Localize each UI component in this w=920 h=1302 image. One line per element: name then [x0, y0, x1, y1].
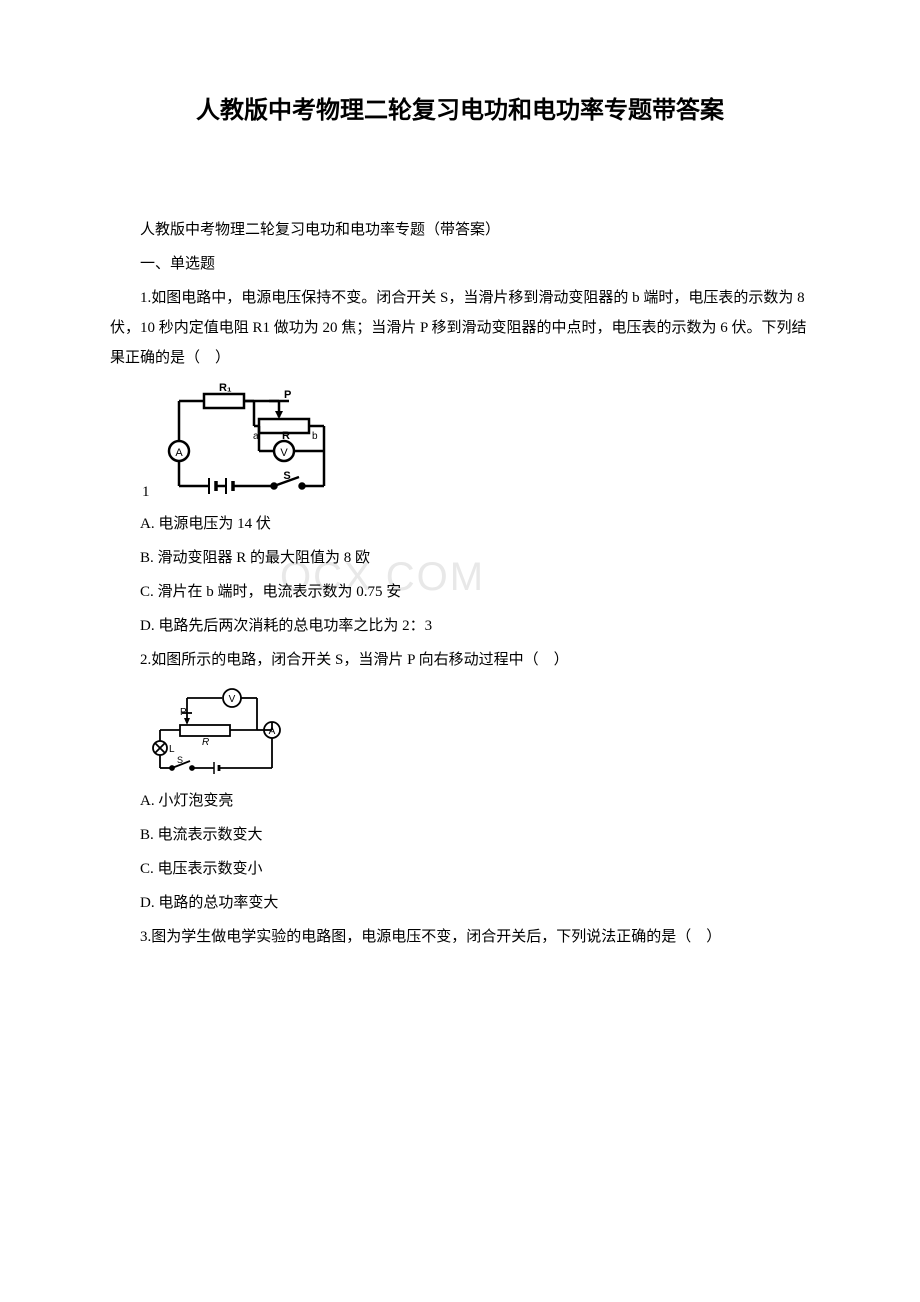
- question2-option-c: C. 电压表示数变小: [110, 854, 810, 884]
- question2-text: 2.如图所示的电路，闭合开关 S，当滑片 P 向右移动过程中（ ）: [110, 645, 810, 675]
- svg-text:L: L: [169, 744, 175, 755]
- page-title: 人教版中考物理二轮复习电功和电功率专题带答案: [110, 90, 810, 125]
- subtitle-text: 人教版中考物理二轮复习电功和电功率专题（带答案）: [110, 215, 810, 245]
- circuit-diagram-1-container: 1 A: [142, 381, 810, 501]
- svg-text:S: S: [177, 755, 183, 765]
- circuit-diagram-1: A S: [154, 381, 339, 501]
- section-heading: 一、单选题: [110, 249, 810, 279]
- question2-option-b: B. 电流表示数变大: [110, 820, 810, 850]
- svg-text:P: P: [284, 389, 291, 401]
- svg-text:R: R: [202, 737, 209, 748]
- question1-option-a: A. 电源电压为 14 伏: [110, 509, 810, 539]
- content-container: 人教版中考物理二轮复习电功和电功率专题带答案 人教版中考物理二轮复习电功和电功率…: [110, 90, 810, 952]
- circuit-1-label: 1: [142, 484, 150, 501]
- svg-text:V: V: [280, 447, 288, 459]
- question1-text: 1.如图电路中，电源电压保持不变。闭合开关 S，当滑片移到滑动变阻器的 b 端时…: [110, 283, 810, 373]
- circuit-diagram-2: V P R L: [142, 683, 292, 778]
- question2-option-a: A. 小灯泡变亮: [110, 786, 810, 816]
- question1-option-b: B. 滑动变阻器 R 的最大阻值为 8 欧: [110, 543, 810, 573]
- circuit-diagram-2-container: V P R L: [142, 683, 810, 778]
- question3-text: 3.图为学生做电学实验的电路图，电源电压不变，闭合开关后，下列说法正确的是（ ）: [110, 922, 810, 952]
- svg-text:b: b: [312, 431, 318, 442]
- question1-option-c: C. 滑片在 b 端时，电流表示数为 0.75 安: [110, 577, 810, 607]
- svg-text:S: S: [283, 470, 290, 482]
- question1-option-d: D. 电路先后两次消耗的总电功率之比为 2：3: [110, 611, 810, 641]
- svg-text:A: A: [175, 447, 183, 459]
- question2-option-d: D. 电路的总功率变大: [110, 888, 810, 918]
- svg-text:V: V: [229, 694, 236, 705]
- svg-text:R₁: R₁: [219, 382, 232, 394]
